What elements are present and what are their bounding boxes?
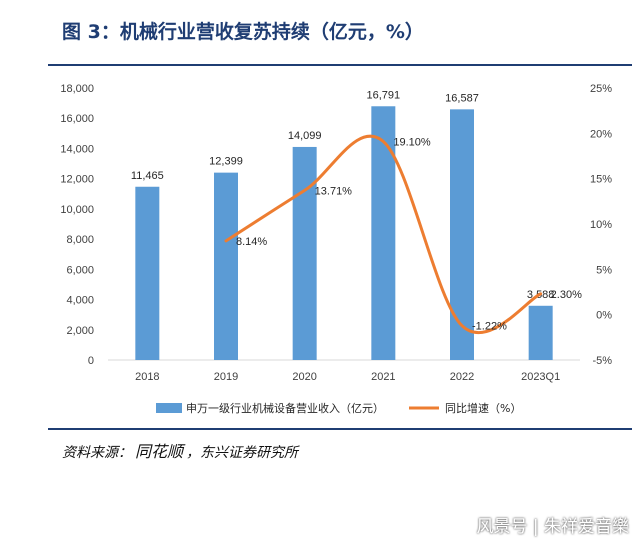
line-data-label: 8.14% (236, 236, 267, 248)
growth-rate-line (224, 134, 543, 335)
top-divider (48, 64, 632, 66)
bar-data-label: 11,465 (131, 170, 164, 182)
legend-line-label: 同比增速（%） (445, 401, 521, 415)
x-tick-label: 2022 (450, 371, 474, 383)
x-tick-label: 2021 (371, 371, 395, 383)
y-left-tick-label: 6,000 (66, 264, 94, 276)
x-tick-label: 2019 (214, 371, 238, 383)
bar (371, 106, 396, 360)
line-data-label: 2.30% (551, 289, 582, 301)
y-left-tick-label: 14,000 (60, 143, 94, 155)
y-right-tick-label: 20% (590, 128, 612, 140)
bar-data-label: 14,099 (288, 130, 322, 142)
bar-data-label: 16,587 (445, 92, 479, 104)
legend-bar-swatch (156, 403, 182, 413)
y-left-tick-label: 2,000 (66, 325, 94, 337)
line-data-label: 19.10% (393, 136, 431, 148)
legend-bar-label: 申万一级行业机械设备营业收入（亿元） (186, 401, 384, 415)
y-right-tick-label: 0% (596, 310, 612, 322)
y-right-tick-label: 10% (590, 219, 612, 231)
bar (528, 305, 553, 360)
y-left-tick-label: 0 (88, 355, 94, 367)
y-right-tick-label: 15% (590, 174, 612, 186)
bar (214, 172, 238, 360)
source-main: 同花顺 (135, 442, 184, 461)
y-left-tick-label: 12,000 (60, 174, 94, 186)
line-data-label: 13.71% (315, 185, 353, 197)
chart-title: 图 3：机械行业营收复苏持续（亿元，%） (62, 21, 424, 43)
y-right-tick-label: -5% (592, 355, 612, 367)
y-left-tick-label: 4,000 (66, 295, 94, 307)
y-left-tick-label: 8,000 (66, 234, 94, 246)
bottom-divider (48, 428, 632, 430)
bar (450, 109, 474, 361)
bar-data-label: 16,791 (367, 89, 401, 101)
source-prefix: 资料来源： (62, 445, 132, 461)
watermark: 风景号 | 朱祥爱音樂 (476, 517, 629, 537)
x-tick-label: 2020 (292, 371, 316, 383)
line-data-label: -1.22% (472, 321, 507, 333)
y-right-tick-label: 5% (596, 264, 612, 276)
source-suffix: ，东兴证券研究所 (186, 445, 299, 461)
y-left-tick-label: 16,000 (60, 113, 94, 125)
x-tick-label: 2018 (135, 371, 159, 383)
bar (135, 186, 160, 360)
y-right-tick-label: 25% (590, 83, 612, 95)
bar (292, 146, 317, 360)
y-left-tick-label: 18,000 (60, 83, 94, 95)
y-left-tick-label: 10,000 (60, 204, 94, 216)
source-note: 资料来源： 同花顺 ，东兴证券研究所 (62, 438, 298, 462)
bar-data-label: 12,399 (209, 156, 243, 168)
x-tick-label: 2023Q1 (521, 371, 560, 383)
